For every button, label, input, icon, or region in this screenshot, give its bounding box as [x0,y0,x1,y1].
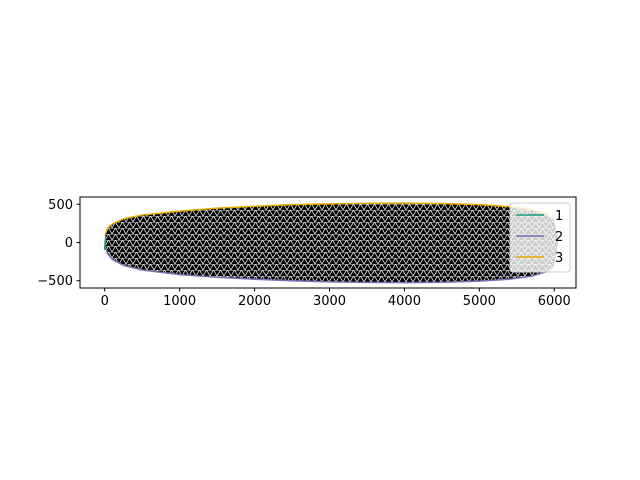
x-axis: 0 1000 2000 3000 4000 5000 6000 [101,288,571,309]
legend-box [509,202,571,273]
x-tick-label: 1000 [163,294,196,309]
series-line-2 [104,246,554,284]
x-tick-label: 4000 [388,294,421,309]
legend: 1 2 3 [509,202,571,273]
x-tick-label: 6000 [538,294,571,309]
y-tick-label: 0 [65,236,73,251]
y-tick-label: 500 [48,198,73,213]
y-tick-label: −500 [37,274,73,289]
x-tick-label: 5000 [463,294,496,309]
x-tick-label: 3000 [313,294,346,309]
legend-label-3: 3 [555,251,563,266]
y-axis: 500 0 −500 [37,198,80,289]
x-tick-label: 2000 [238,294,271,309]
series-line-1 [103,237,107,251]
mesh-fill [104,203,558,283]
legend-label-2: 2 [555,230,563,245]
plot-area [103,202,558,284]
legend-label-1: 1 [555,209,563,224]
x-tick-label: 0 [101,294,109,309]
